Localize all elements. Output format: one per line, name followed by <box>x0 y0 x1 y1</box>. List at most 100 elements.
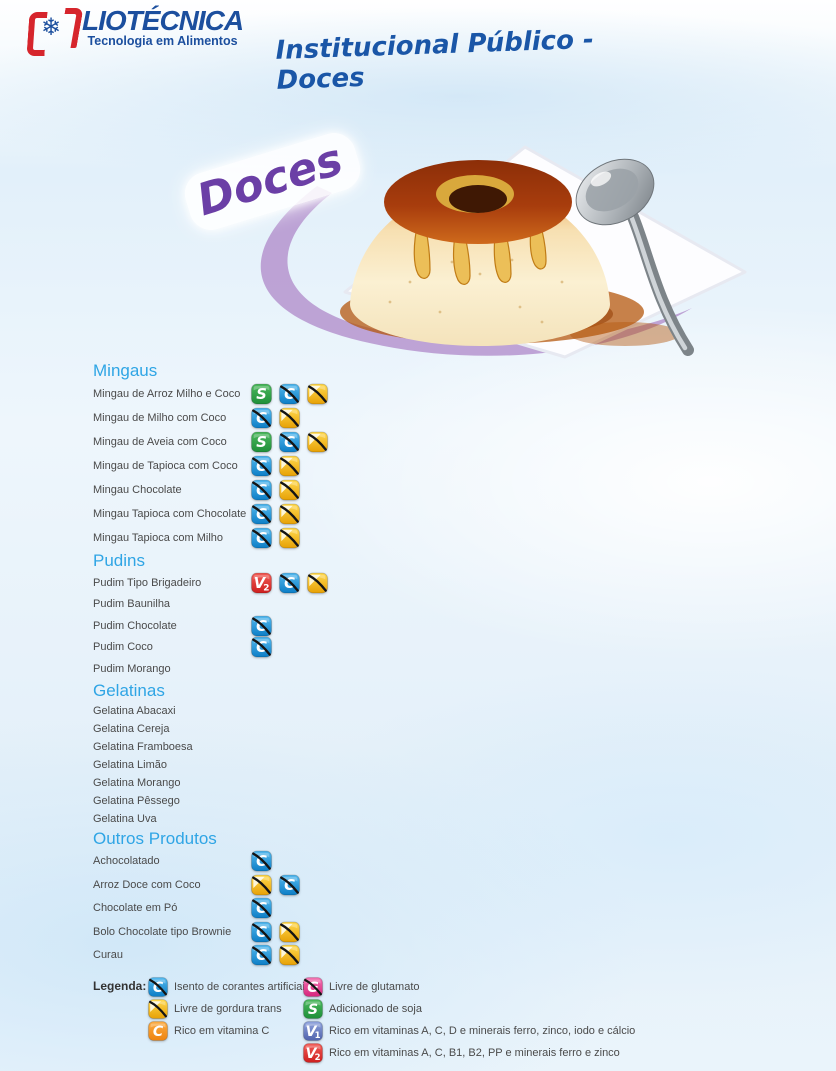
svg-text:C: C <box>256 854 267 871</box>
purple-swoosh <box>260 186 692 356</box>
product-badges: C <box>251 874 300 896</box>
spoon <box>575 158 694 356</box>
legend-item-label: Livre de glutamato <box>329 981 420 993</box>
trans-fat-free-icon <box>148 999 168 1019</box>
svg-text:V: V <box>306 1024 318 1040</box>
product-name: Pudim Chocolate <box>93 619 177 632</box>
legend-item-label: Adicionado de soja <box>329 1003 422 1015</box>
legend-item-label: Rico em vitamina C <box>174 1025 270 1037</box>
product-row: Mingau de Arroz Milho e Coco S C <box>93 382 453 406</box>
trans-fat-free-icon <box>279 407 300 429</box>
trans-fat-free-icon <box>279 479 300 501</box>
trans-fat-free-icon <box>279 503 300 525</box>
product-name: Curau <box>93 949 123 962</box>
legend-item-label: Rico em vitaminas A, C, D e minerais fer… <box>329 1025 636 1037</box>
svg-text:C: C <box>256 458 267 475</box>
product-row: Arroz Doce com Coco C <box>93 873 453 897</box>
product-row: Mingau de Tapioca com Coco C <box>93 454 453 478</box>
brand-tagline: Tecnologia em Alimentos <box>87 34 238 48</box>
product-name: Chocolate em Pó <box>93 902 178 915</box>
product-badges: C <box>251 850 272 872</box>
product-row: Gelatina Cereja <box>93 720 453 738</box>
trans-fat-free-icon <box>307 431 328 453</box>
svg-text:C: C <box>284 434 295 451</box>
product-badges: C <box>251 615 272 637</box>
legend-item-label: Rico em vitaminas A, C, B1, B2, PP e min… <box>329 1047 620 1059</box>
svg-text:V: V <box>254 575 267 592</box>
svg-text:C: C <box>256 482 267 499</box>
section-pudins: Pudins Pudim Tipo Brigadeiro V 2 C Pudim Baun… <box>93 550 453 680</box>
trans-fat-free-icon <box>279 944 300 966</box>
no-artificial-colorants-icon: C <box>251 944 272 966</box>
brand-name: LIOTÉCNICA <box>82 5 244 36</box>
product-row: Gelatina Pêssego <box>93 792 453 810</box>
vitamins-v2-icon: V2 <box>303 1043 323 1063</box>
product-name: Mingau de Arroz Milho e Coco <box>93 388 241 400</box>
vitamins-v1-icon: V1 <box>303 1021 323 1041</box>
page-title: Institucional Público - Doces <box>275 24 595 96</box>
product-badges: C <box>251 407 300 429</box>
svg-text:C: C <box>153 980 164 996</box>
no-artificial-colorants-icon: C <box>251 636 272 658</box>
soy-added-icon: S <box>251 431 272 453</box>
product-name: Mingau de Tapioca com Coco <box>93 460 238 472</box>
trans-fat-free-icon <box>307 383 328 405</box>
product-badges: C <box>251 527 300 549</box>
svg-text:C: C <box>256 530 267 547</box>
product-name: Gelatina Cereja <box>93 722 170 735</box>
no-artificial-colorants-icon: C <box>279 874 300 896</box>
svg-text:C: C <box>284 877 295 894</box>
no-artificial-colorants-icon: C <box>251 850 272 872</box>
section-gelatinas: Gelatinas Gelatina Abacaxi Gelatina Cereja… <box>93 680 453 828</box>
no-artificial-colorants-icon: C <box>148 977 168 997</box>
no-artificial-colorants-icon: C <box>251 479 272 501</box>
section-mingaus: Mingaus Mingau de Arroz Milho e Coco S C Min… <box>93 360 453 550</box>
product-name: Mingau Tapioca com Milho <box>93 532 224 544</box>
product-row: Mingau de Milho com Coco C <box>93 406 453 430</box>
product-row: Mingau Tapioca com Milho C <box>93 526 453 550</box>
product-name: Mingau Chocolate <box>93 484 182 496</box>
product-row: Bolo Chocolate tipo Brownie C <box>93 920 453 944</box>
svg-text:C: C <box>153 1024 164 1040</box>
product-name: Gelatina Framboesa <box>93 740 193 753</box>
no-artificial-colorants-icon: C <box>279 431 300 453</box>
svg-text:C: C <box>256 410 267 427</box>
legend-item: G Livre de glutamato <box>303 976 635 998</box>
product-name: Mingau de Aveia com Coco <box>93 436 227 448</box>
svg-text:V: V <box>306 1046 318 1062</box>
no-artificial-colorants-icon: C <box>251 455 272 477</box>
product-name: Mingau Tapioca com Chocolate <box>93 508 247 520</box>
svg-text:S: S <box>308 1002 318 1018</box>
product-row: Chocolate em Pó C <box>93 897 453 921</box>
product-name: Bolo Chocolate tipo Brownie <box>93 925 232 938</box>
product-name: Gelatina Morango <box>93 776 181 789</box>
legend-item: Livre de gordura trans <box>148 998 303 1020</box>
svg-text:C: C <box>256 506 267 523</box>
soy-added-icon: S <box>303 999 323 1019</box>
legend-item: V 1 Rico em vitaminas A, C, D e minerais f… <box>303 1020 635 1042</box>
svg-text:2: 2 <box>315 1053 321 1063</box>
product-row: Gelatina Uva <box>93 810 453 828</box>
product-badges: C <box>251 503 300 525</box>
product-row: Achocolatado C <box>93 850 453 874</box>
trans-fat-free-icon <box>279 527 300 549</box>
product-row: Curau C <box>93 944 453 968</box>
product-name: Pudim Coco <box>93 641 153 654</box>
section-outros: Outros Produtos Achocolatado C Arroz Doce c… <box>93 828 453 968</box>
product-badges: C <box>251 921 300 943</box>
vitamin-c-icon: C <box>148 1021 168 1041</box>
product-menu: Mingaus Mingau de Arroz Milho e Coco S C Min… <box>93 360 453 967</box>
svg-text:2: 2 <box>263 583 269 593</box>
product-name: Achocolatado <box>93 855 160 868</box>
product-row: Pudim Chocolate C <box>93 615 453 637</box>
svg-text:C: C <box>284 575 295 592</box>
logo[interactable]: ❄ LIOTÉCNICA Tecnologia em Alimentos <box>26 5 244 56</box>
product-row: Mingau Tapioca com Chocolate C <box>93 502 453 526</box>
soy-added-icon: S <box>251 383 272 405</box>
legend-column-2: G Livre de glutamato S Adicionado de soja V 1… <box>303 976 635 1064</box>
product-row: Gelatina Framboesa <box>93 738 453 756</box>
vitamins-v2-icon: V2 <box>251 572 272 594</box>
product-name: Mingau de Milho com Coco <box>93 412 227 424</box>
